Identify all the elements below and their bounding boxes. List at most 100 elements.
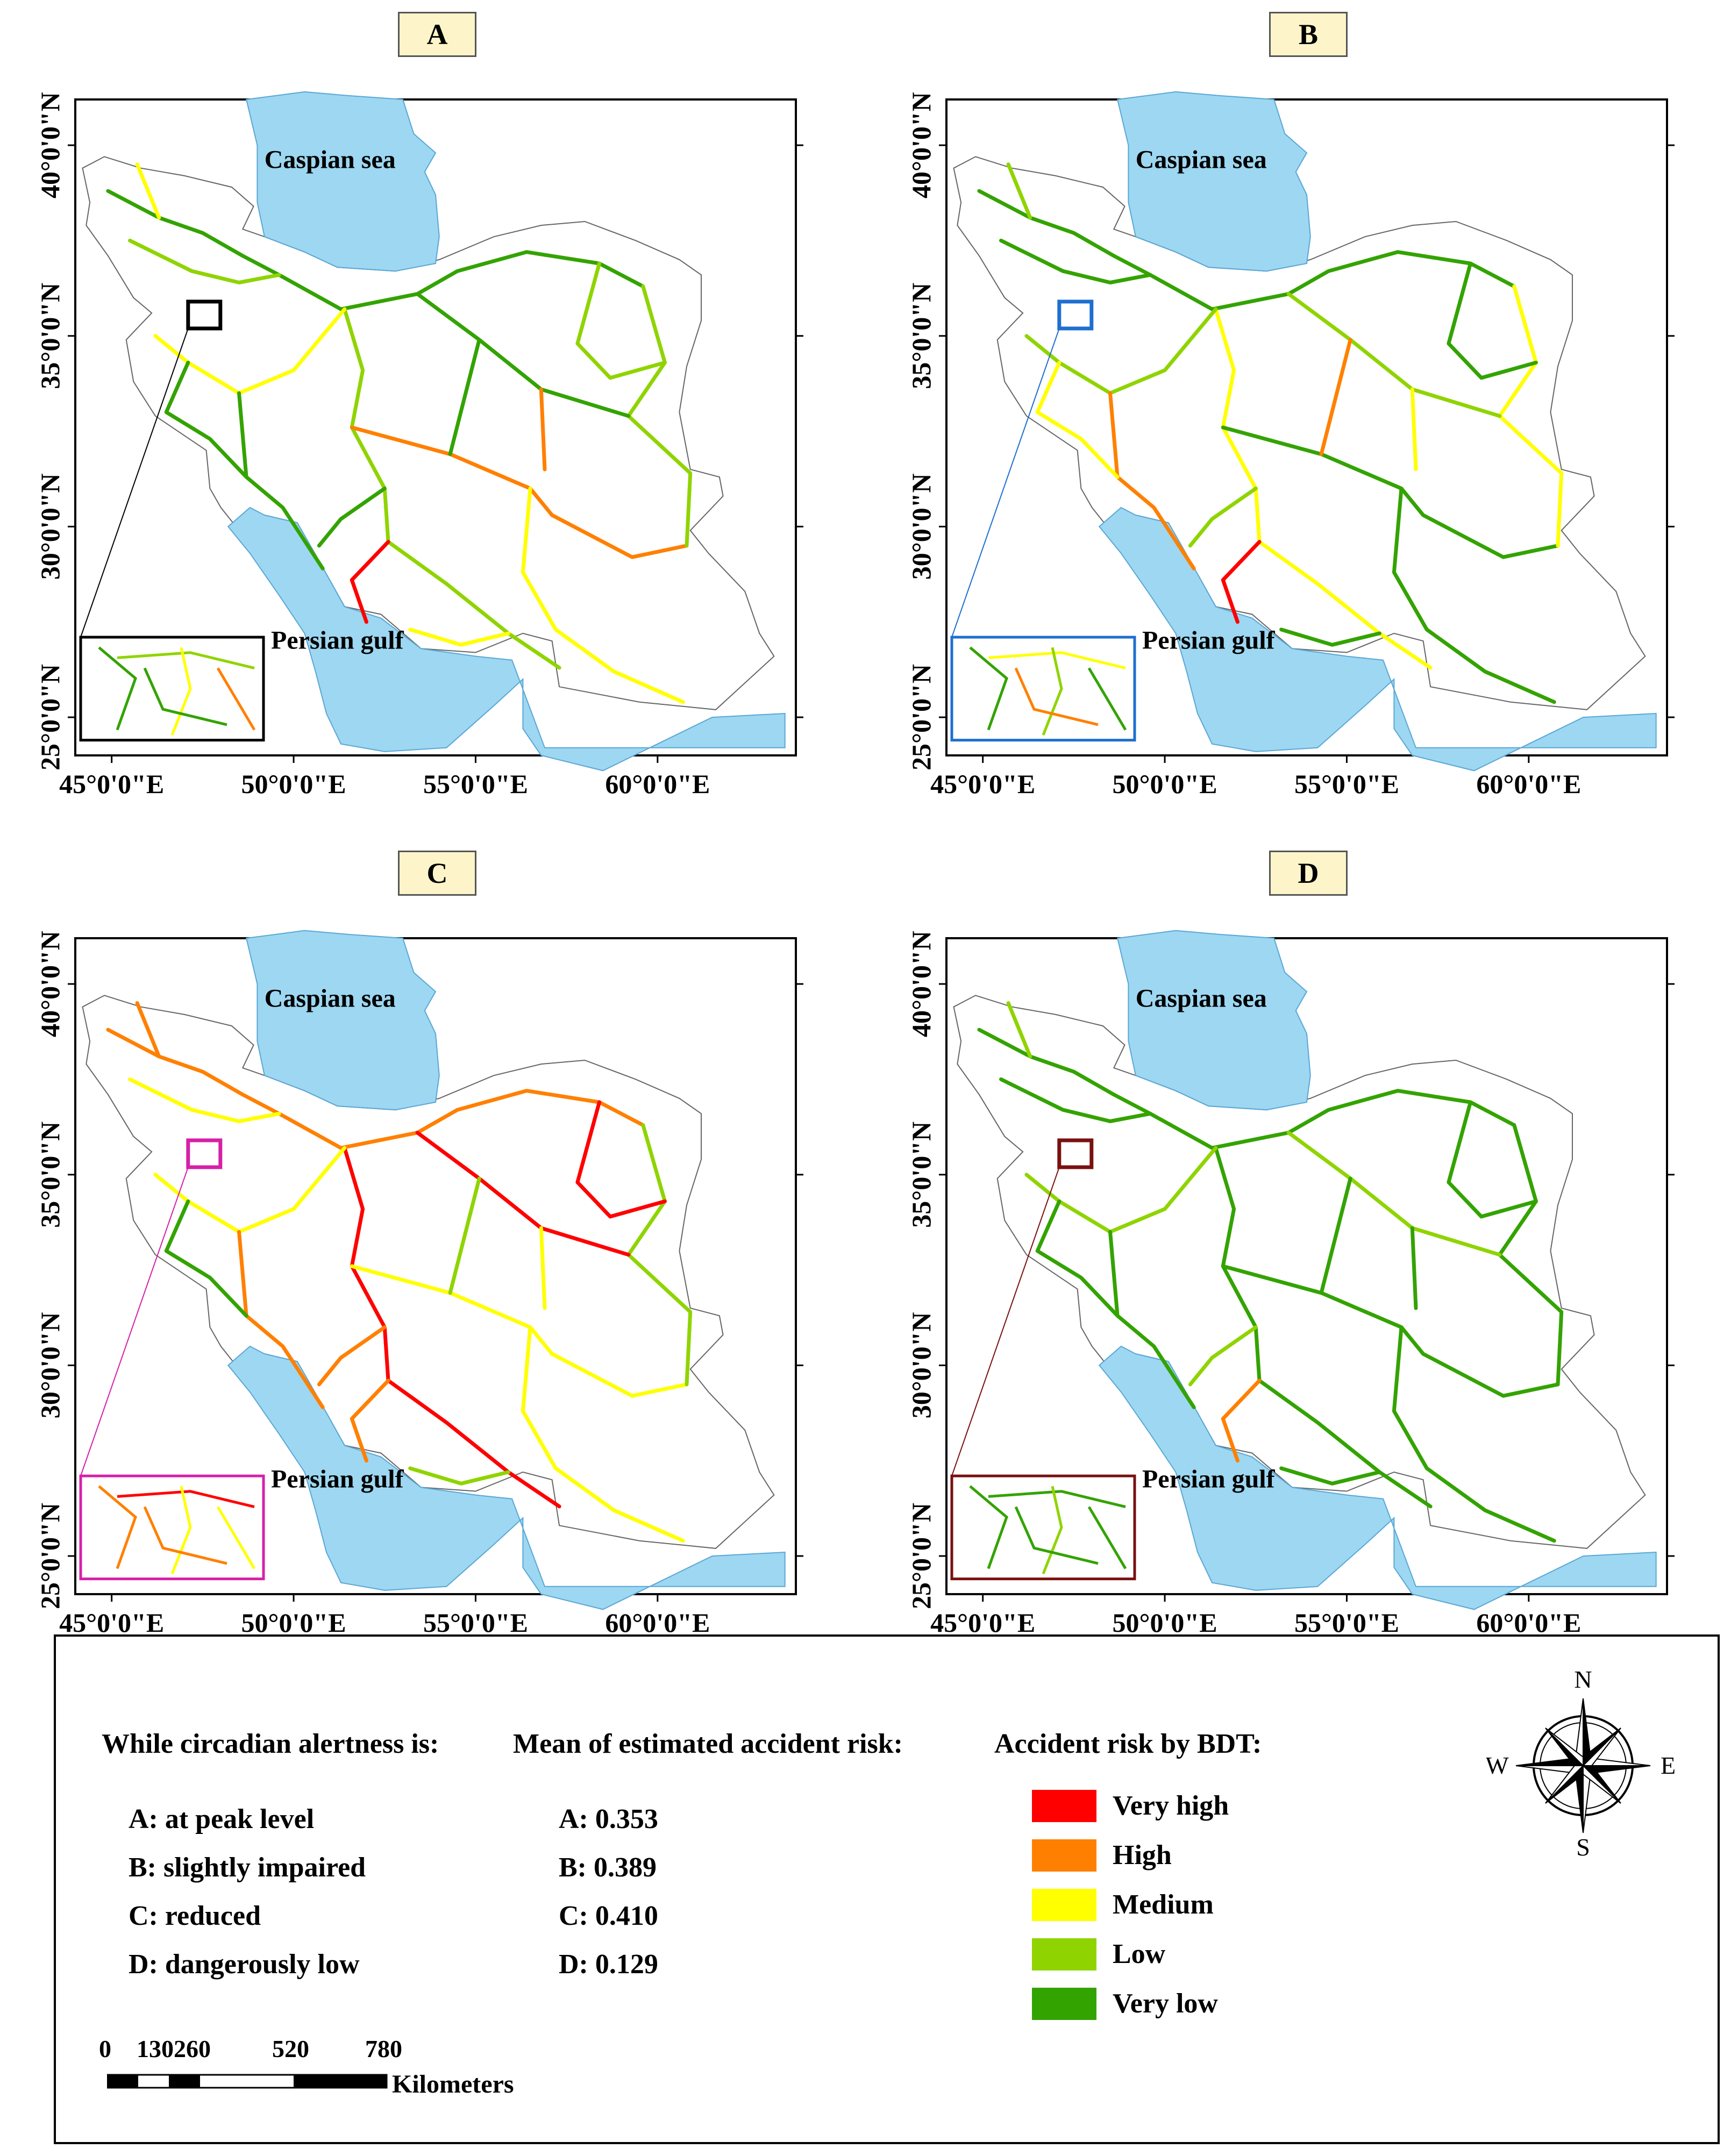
lat-tick-label: 40°0'0"N: [906, 931, 936, 1037]
road-segment: [448, 338, 481, 456]
road-segment: [1279, 627, 1381, 647]
lat-tick-label: 30°0'0"N: [906, 1312, 936, 1419]
lon-tick-label: 60°0'0"E: [1476, 769, 1581, 799]
road-segment: [1279, 1466, 1381, 1486]
road-segment: [135, 1001, 161, 1059]
road-segment: [350, 540, 390, 624]
risk-label: Very low: [1113, 1988, 1218, 2019]
scale-tick: 780: [365, 2035, 402, 2062]
lon-tick-label: 60°0'0"E: [1476, 1608, 1581, 1638]
road-segment: [1214, 307, 1433, 670]
road-segment: [1188, 1325, 1258, 1387]
map-panel-c: 40°0'0"N 35°0'0"N 30°0'0"N 25°0'0"N 45°0'0"E…: [22, 839, 803, 1638]
inset-leader-line: [80, 1167, 189, 1476]
mean-risk-item: B: 0.389: [559, 1852, 657, 1883]
lon-tick-label: 55°0'0"E: [423, 1608, 528, 1638]
lat-tick-label: 35°0'0"N: [35, 283, 65, 389]
legend-box: While circadian alertness is: A: at peak…: [54, 1634, 1720, 2144]
road-segment: [1392, 1325, 1556, 1543]
road-segment: [1410, 387, 1418, 472]
caspian-sea-label: Caspian sea: [265, 146, 396, 174]
scale-tick: 520: [272, 2035, 309, 2062]
panel-label-a: A: [398, 12, 476, 57]
caspian-sea-label: Caspian sea: [1136, 146, 1267, 174]
lat-tick-label: 25°0'0"N: [906, 664, 936, 770]
scale-unit: Kilometers: [392, 2070, 514, 2098]
road-segment: [317, 487, 387, 548]
map-svg: 40°0'0"N 35°0'0"N 30°0'0"N 25°0'0"N45°0'0"E…: [906, 91, 1675, 799]
inset-map: [79, 1474, 265, 1581]
mean-risk-title: Mean of estimated accident risk:: [513, 1729, 903, 1759]
lat-tick-label: 40°0'0"N: [906, 92, 936, 198]
road-segment: [164, 360, 248, 479]
road-segment: [415, 292, 631, 418]
risk-label: Very high: [1113, 1790, 1229, 1821]
mean-risk-item: A: 0.353: [559, 1804, 658, 1834]
caspian-sea-shape: [1116, 930, 1311, 1111]
road-segment: [1006, 162, 1032, 220]
lat-tick-label: 40°0'0"N: [35, 92, 65, 198]
road-segment: [999, 238, 1152, 284]
road-segment: [1221, 425, 1560, 559]
road-segment: [1221, 540, 1262, 624]
road-segment: [1035, 360, 1120, 479]
road-segment: [977, 1027, 1516, 1150]
road-segment: [1286, 292, 1502, 418]
mean-risk-item: C: 0.410: [559, 1901, 658, 1931]
lon-tick-label: 50°0'0"E: [1113, 769, 1217, 799]
panel-label-b: B: [1269, 12, 1348, 57]
road-segment: [128, 1077, 281, 1123]
road-segment: [1286, 1131, 1502, 1257]
persian-gulf-shape: [1098, 1345, 1657, 1610]
inset-leader-line: [80, 328, 189, 638]
inset-leader-line: [951, 328, 1060, 638]
road-segment: [1319, 1176, 1352, 1295]
road-segment: [521, 487, 685, 704]
lat-tick-label: 35°0'0"N: [906, 283, 936, 389]
lat-tick-label: 25°0'0"N: [35, 664, 65, 770]
lat-tick-label: 35°0'0"N: [906, 1122, 936, 1228]
road-segment: [237, 1230, 325, 1409]
inset-map: [950, 1474, 1136, 1581]
lon-tick-label: 45°0'0"E: [59, 769, 164, 799]
road-segment: [128, 238, 281, 284]
road-segment: [237, 391, 325, 570]
road-segment: [135, 162, 161, 220]
lat-tick-label: 30°0'0"N: [35, 474, 65, 580]
road-segment: [106, 1027, 645, 1150]
road-segment: [539, 387, 547, 472]
lon-tick-label: 60°0'0"E: [605, 769, 710, 799]
risk-label: Low: [1113, 1939, 1166, 1969]
inset-map: [950, 636, 1136, 742]
caspian-sea-shape: [1116, 91, 1311, 272]
inset-map: [79, 636, 265, 742]
road-segment: [1108, 391, 1196, 570]
lon-tick-label: 50°0'0"E: [241, 769, 346, 799]
persian-gulf-shape: [227, 1345, 786, 1610]
inset-leader-line: [951, 1167, 1060, 1476]
persian-gulf-label: Persian gulf: [271, 626, 404, 654]
lon-tick-label: 55°0'0"E: [423, 769, 528, 799]
map-svg: 40°0'0"N 35°0'0"N 30°0'0"N 25°0'0"N45°0'0"E…: [35, 91, 803, 799]
lon-tick-label: 50°0'0"E: [1113, 1608, 1217, 1638]
lon-tick-label: 55°0'0"E: [1294, 769, 1399, 799]
road-segment: [1392, 487, 1556, 704]
map-panel-d: 40°0'0"N 35°0'0"N 30°0'0"N 25°0'0"N 45°0'0"E…: [893, 839, 1675, 1638]
road-segment: [977, 189, 1516, 311]
lon-tick-label: 45°0'0"E: [930, 1608, 1035, 1638]
road-segment: [1006, 1001, 1032, 1059]
alertness-item: C: reduced: [129, 1901, 261, 1931]
road-segment: [1221, 1264, 1560, 1398]
road-segment: [999, 1077, 1152, 1123]
road-segment: [1447, 261, 1538, 380]
caspian-sea-shape: [245, 930, 440, 1111]
alertness-title: While circadian alertness is:: [102, 1729, 439, 1759]
compass-n: N: [1574, 1666, 1592, 1693]
road-segment: [415, 1131, 631, 1257]
road-segment: [408, 1466, 510, 1486]
persian-gulf-shape: [227, 506, 786, 772]
risk-swatch: [1032, 1839, 1096, 1872]
road-segment: [575, 1100, 667, 1219]
alertness-item: D: dangerously low: [129, 1949, 360, 1980]
caspian-sea-label: Caspian sea: [1136, 984, 1267, 1013]
